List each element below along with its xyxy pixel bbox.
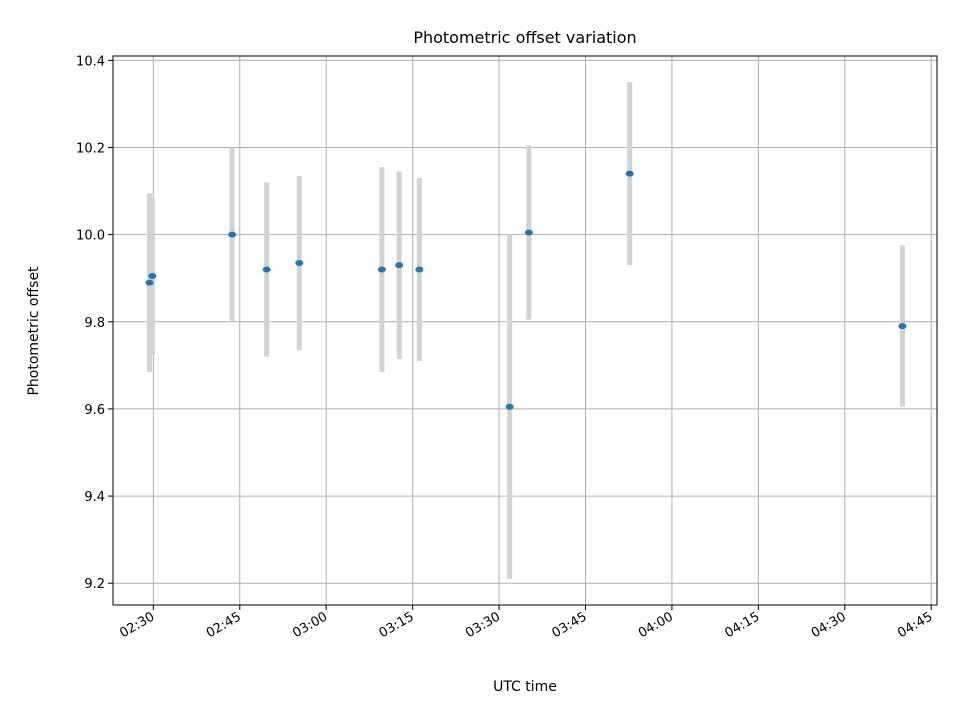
data-point <box>505 403 514 410</box>
chart-title: Photometric offset variation <box>413 28 636 47</box>
data-point <box>262 266 271 273</box>
y-tick-label: 10.4 <box>76 54 105 69</box>
y-tick-label: 10.0 <box>76 229 105 244</box>
y-tick-label: 9.4 <box>84 490 105 505</box>
y-tick-label: 9.8 <box>84 316 105 331</box>
data-point <box>228 231 237 238</box>
grid-lines <box>113 56 937 605</box>
y-axis-label: Photometric offset <box>26 266 42 396</box>
y-tick-label: 10.2 <box>76 142 105 157</box>
plot-frame <box>112 55 938 606</box>
data-point <box>524 229 533 236</box>
data-points <box>145 170 907 410</box>
data-point <box>898 323 907 330</box>
y-axis-ticks: 9.2 9.4 9.6 9.8 10.0 10.2 10.4 <box>76 54 113 592</box>
data-point <box>145 279 154 286</box>
data-point <box>395 262 404 269</box>
data-point <box>295 259 304 266</box>
x-axis-label: UTC time <box>493 679 557 695</box>
y-tick-label: 9.6 <box>84 403 105 418</box>
data-point <box>377 266 386 273</box>
y-tick-label: 9.2 <box>84 577 105 592</box>
data-point <box>625 170 634 177</box>
data-point <box>415 266 424 273</box>
data-point <box>148 273 157 280</box>
